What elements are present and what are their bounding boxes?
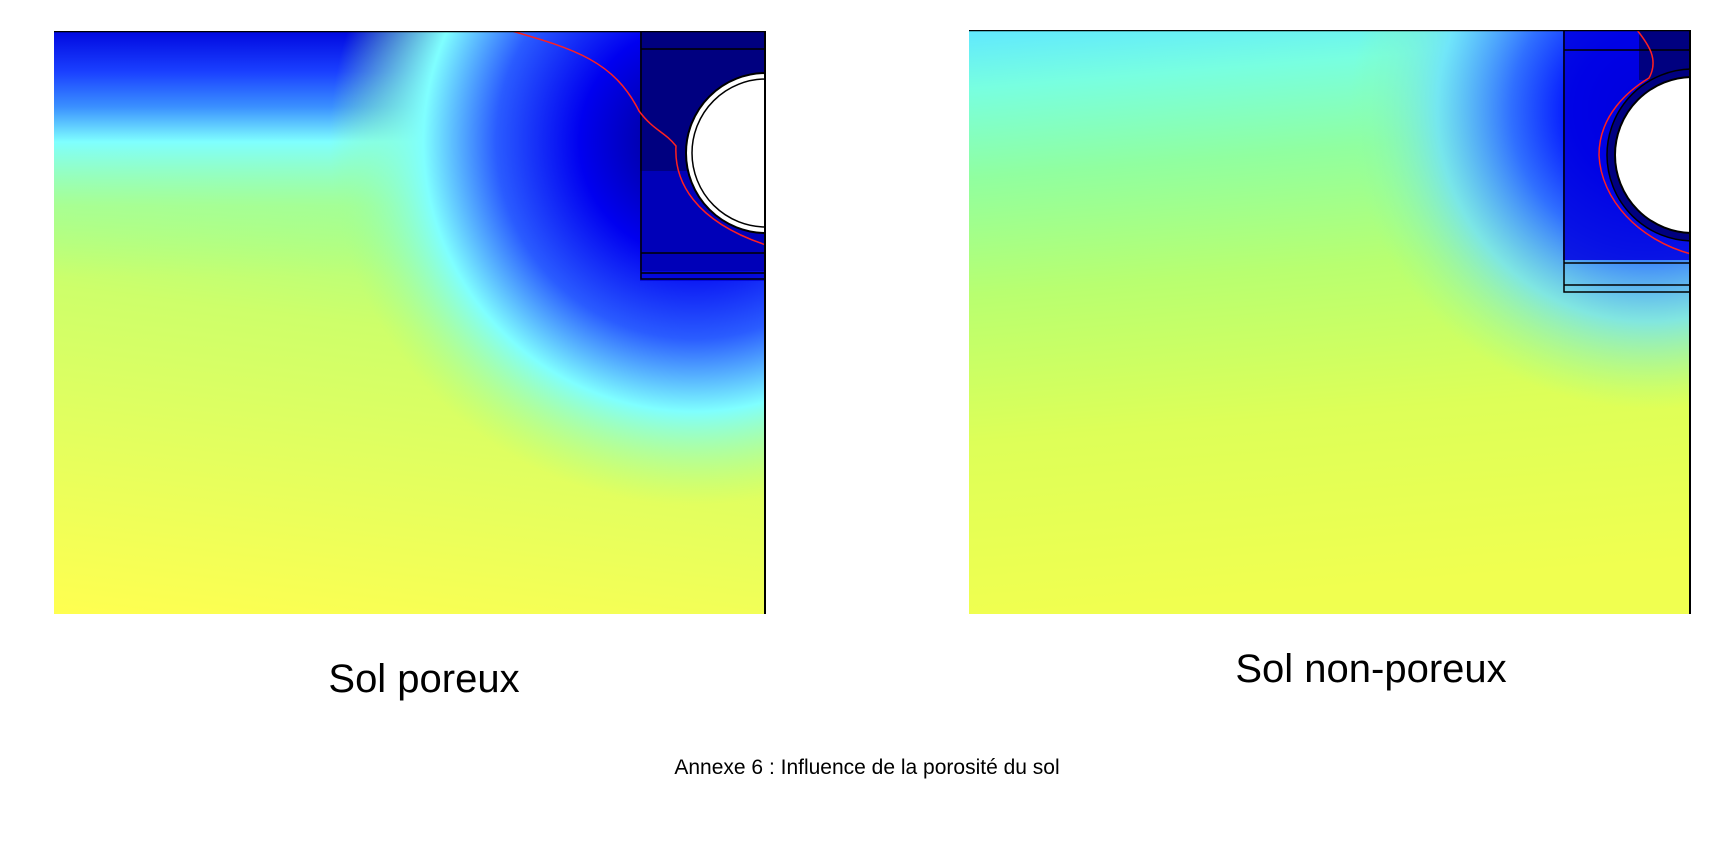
field-plot-sol-non-poreux	[969, 30, 1691, 614]
figure-caption: Annexe 6 : Influence de la porosité du s…	[674, 756, 1060, 779]
pipe-hole-outline	[1606, 68, 1691, 242]
label-sol-non-poreux: Sol non-poreux	[1235, 647, 1507, 691]
pipe-hole-inner	[691, 78, 766, 228]
figure-sol-poreux	[54, 31, 766, 614]
pipe-hole-inner	[1614, 76, 1691, 234]
contour-line	[511, 31, 766, 246]
field-plot-sol-poreux	[54, 31, 766, 614]
contour-line	[1598, 30, 1691, 255]
figure-sol-non-poreux	[969, 30, 1691, 614]
label-sol-poreux: Sol poreux	[328, 657, 520, 701]
